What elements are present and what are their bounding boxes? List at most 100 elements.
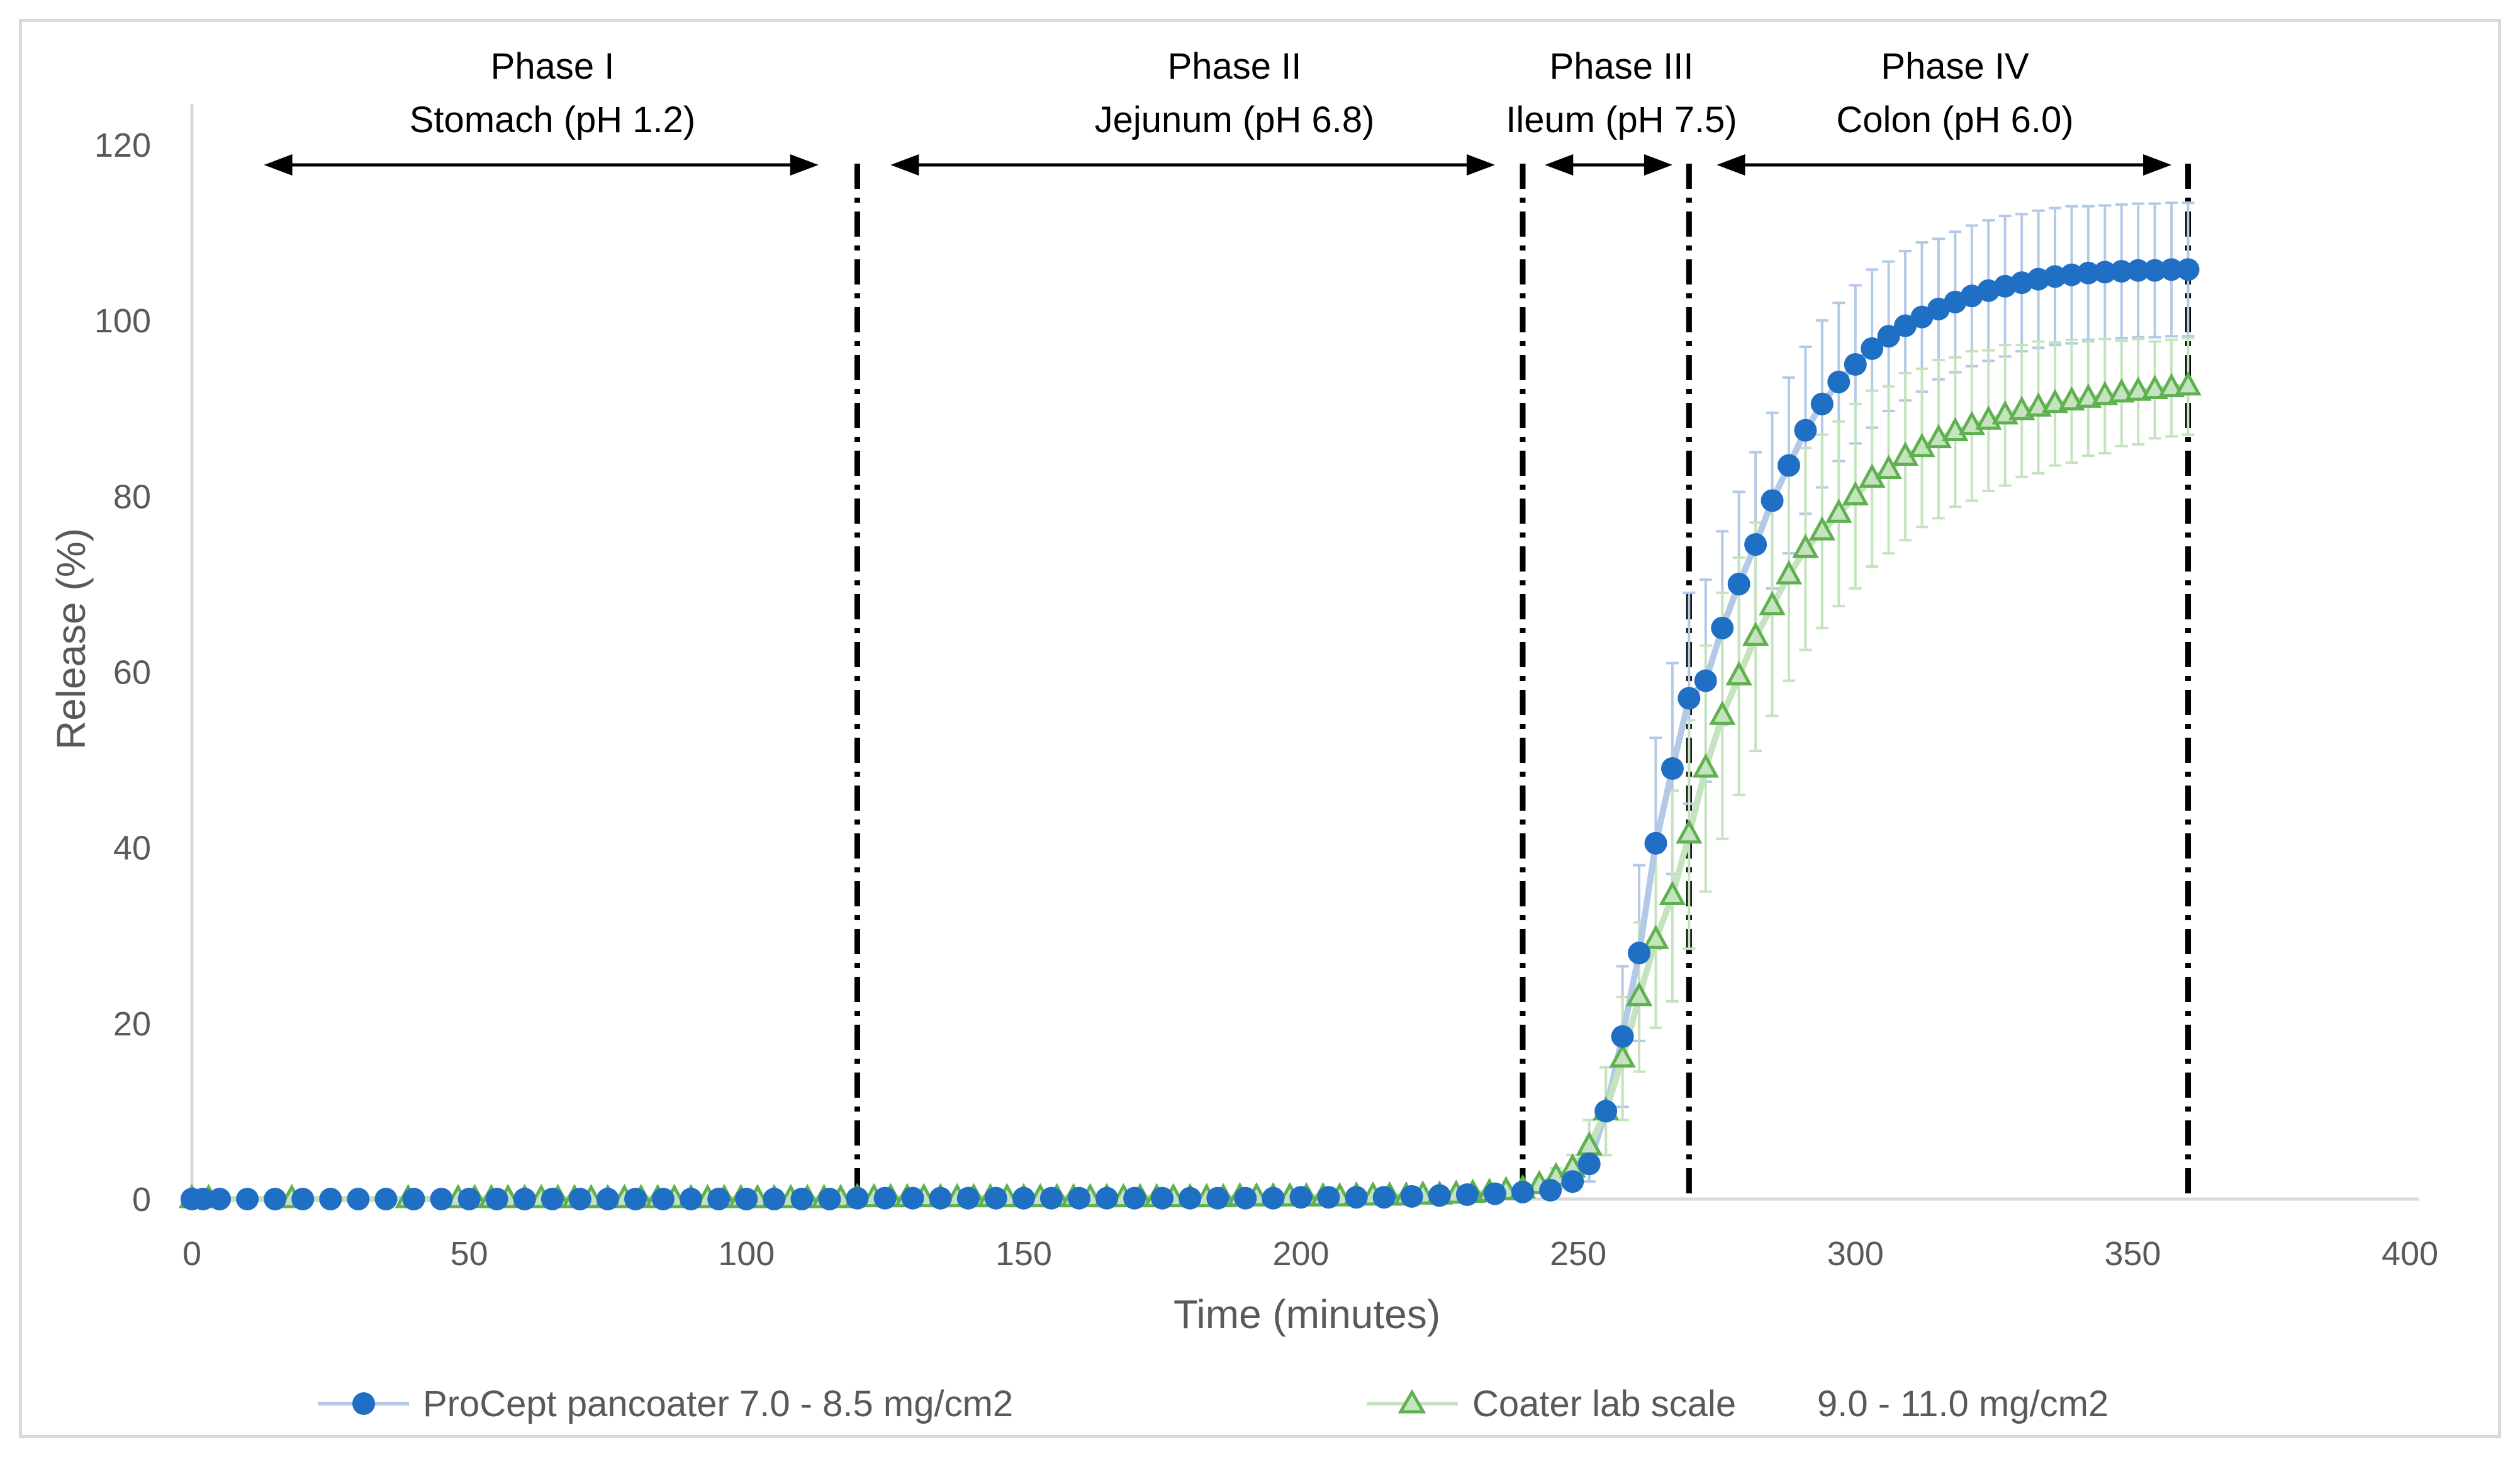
- y-tick-label: 20: [113, 1005, 151, 1043]
- x-tick-label: 100: [718, 1235, 775, 1273]
- data-point: [1659, 881, 1686, 905]
- data-point: [1861, 337, 1884, 360]
- data-point: [818, 1188, 841, 1210]
- data-point: [1660, 757, 1684, 780]
- data-point: [2143, 259, 2166, 282]
- data-point: [707, 1188, 731, 1210]
- legend: ProCept pancoater 7.0 - 8.5 mg/cm2 Coate…: [318, 1383, 2108, 1424]
- series-procept-error-bars: [1433, 201, 2195, 1199]
- data-point: [2044, 265, 2066, 288]
- data-point: [191, 1188, 215, 1210]
- data-point: [568, 1188, 591, 1210]
- data-point: [1628, 942, 1651, 965]
- data-point: [402, 1188, 425, 1210]
- data-point: [1844, 352, 1867, 376]
- data-point: [430, 1188, 453, 1210]
- phase-1-name: Phase I: [491, 46, 615, 87]
- data-point: [1711, 616, 1734, 639]
- data-point: [1609, 1043, 1636, 1068]
- data-point: [929, 1186, 952, 1210]
- data-point: [1725, 661, 1752, 685]
- data-point: [319, 1188, 342, 1210]
- data-point: [1511, 1180, 1534, 1203]
- legend-coater-label: Coater lab scale 9.0 - 11.0 mg/cm2: [1472, 1383, 2108, 1424]
- data-point: [1561, 1170, 1584, 1193]
- data-point: [208, 1188, 232, 1210]
- phase-arrow-head-right: [1466, 154, 1495, 176]
- data-point: [1625, 981, 1653, 1006]
- data-point: [1234, 1186, 1257, 1210]
- data-point: [1794, 419, 1817, 442]
- phase-arrow-head-right: [1644, 154, 1672, 176]
- phase-arrow-head-left: [890, 154, 919, 176]
- y-axis-title: Release (%): [48, 528, 94, 750]
- data-point: [763, 1188, 786, 1210]
- data-point: [1925, 424, 1952, 449]
- data-point: [1677, 687, 1701, 710]
- data-point: [1759, 590, 1786, 616]
- phase-2-name: Phase II: [1168, 46, 1302, 87]
- data-point: [1262, 1186, 1285, 1210]
- phase-1-region: Stomach (pH 1.2): [410, 99, 696, 140]
- data-point: [264, 1188, 287, 1210]
- data-point: [513, 1188, 536, 1210]
- data-point: [1577, 1152, 1601, 1176]
- legend-item-procept[interactable]: ProCept pancoater 7.0 - 8.5 mg/cm2: [318, 1383, 1013, 1424]
- data-point: [873, 1186, 897, 1210]
- data-point: [1761, 489, 1784, 512]
- x-tick-label: 400: [2382, 1235, 2438, 1273]
- data-point: [457, 1188, 481, 1210]
- data-point: [1676, 819, 1703, 844]
- data-point: [1877, 325, 1900, 348]
- data-point: [485, 1188, 508, 1210]
- data-point: [901, 1186, 924, 1210]
- y-tick-label: 0: [132, 1181, 151, 1219]
- data-point: [1539, 1179, 1562, 1202]
- data-point: [1068, 1186, 1090, 1210]
- data-point: [2110, 260, 2133, 283]
- data-point: [347, 1188, 370, 1210]
- data-point: [680, 1188, 703, 1210]
- data-point: [1894, 314, 1917, 337]
- data-point: [1594, 1100, 1618, 1123]
- data-point: [2075, 383, 2102, 408]
- data-point: [374, 1188, 398, 1210]
- phase-arrow-head-left: [264, 154, 293, 176]
- data-point: [735, 1188, 758, 1210]
- phase-arrows: [264, 154, 2172, 176]
- data-point: [2041, 388, 2069, 414]
- series-procept-markers: [181, 258, 2200, 1210]
- data-point: [1039, 1186, 1063, 1210]
- data-point: [1825, 499, 1852, 523]
- data-point: [2027, 268, 2050, 291]
- data-point: [2124, 376, 2152, 401]
- data-point: [2176, 258, 2200, 281]
- data-point: [1742, 621, 1769, 646]
- data-point: [1455, 1183, 1479, 1207]
- phase-arrow-head-left: [1716, 154, 1745, 176]
- x-tick-label: 300: [1827, 1235, 1884, 1273]
- data-point: [2127, 259, 2150, 282]
- phase-arrow-head-right: [2143, 154, 2172, 176]
- data-point: [652, 1188, 675, 1210]
- legend-item-coater[interactable]: Coater lab scale 9.0 - 11.0 mg/cm2: [1367, 1383, 2108, 1424]
- data-point: [1289, 1186, 1313, 1209]
- data-point: [1778, 454, 1800, 477]
- data-point: [1151, 1186, 1174, 1210]
- data-point: [1372, 1186, 1396, 1209]
- data-point: [2108, 378, 2135, 403]
- series-coater-markers: [178, 371, 2202, 1208]
- data-point: [1744, 533, 1767, 556]
- x-tick-label: 200: [1272, 1235, 1329, 1273]
- data-point: [236, 1188, 259, 1210]
- data-point: [2175, 371, 2202, 396]
- data-point: [1179, 1186, 1202, 1210]
- data-point: [2158, 373, 2185, 398]
- data-point: [1810, 392, 1834, 415]
- data-point: [2141, 375, 2168, 399]
- data-point: [1875, 454, 1902, 479]
- y-tick-label: 60: [113, 654, 151, 692]
- x-axis-title: Time (minutes): [1173, 1292, 1440, 1337]
- data-point: [1792, 533, 1819, 558]
